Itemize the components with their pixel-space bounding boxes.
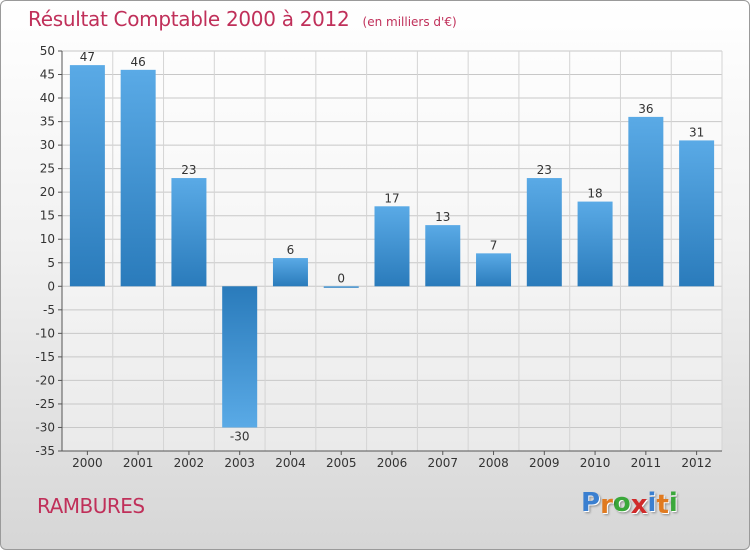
bar-2011 — [628, 116, 664, 287]
y-tick-label: 35 — [40, 115, 55, 129]
bar-2001 — [120, 69, 156, 287]
logo-letter: i — [668, 488, 678, 518]
bar-2005 — [323, 286, 359, 288]
x-tick-label-2002: 2002 — [174, 456, 205, 470]
value-label-2011: 36 — [638, 102, 653, 116]
bar-2009 — [526, 178, 562, 287]
value-label-2008: 7 — [490, 238, 498, 252]
value-label-2004: 6 — [287, 243, 295, 257]
x-tick-label-2010: 2010 — [580, 456, 611, 470]
value-label-2003: -30 — [230, 429, 250, 443]
y-tick-label: -15 — [35, 350, 55, 364]
proxiti-logo: Proxiti — [581, 488, 678, 520]
logo-letter: P — [581, 488, 601, 518]
chart-title: Résultat Comptable 2000 à 2012 — [28, 7, 350, 31]
y-tick-label: 50 — [40, 44, 55, 58]
x-tick-label-2011: 2011 — [631, 456, 662, 470]
y-tick-label: 0 — [47, 279, 55, 293]
chart-subtitle: (en milliers d'€) — [362, 15, 457, 29]
value-label-2000: 47 — [80, 50, 95, 64]
x-tick-label-2003: 2003 — [224, 456, 255, 470]
bar-2006 — [374, 206, 410, 287]
value-label-2010: 18 — [587, 187, 602, 201]
bar-2010 — [577, 201, 613, 287]
x-tick-label-2006: 2006 — [377, 456, 408, 470]
x-tick-label-2009: 2009 — [529, 456, 560, 470]
logo-letter: t — [656, 490, 669, 520]
bar-2003 — [222, 286, 258, 428]
y-tick-label: 15 — [40, 209, 55, 223]
bar-2002 — [171, 178, 207, 287]
y-tick-label: 10 — [40, 232, 55, 246]
bar-2012 — [679, 140, 715, 287]
bar-2000 — [69, 65, 105, 287]
x-tick-label-2012: 2012 — [681, 456, 712, 470]
y-tick-label: -25 — [35, 397, 55, 411]
y-tick-label: 30 — [40, 138, 55, 152]
value-label-2006: 17 — [384, 191, 399, 205]
logo-letter: r — [600, 490, 613, 520]
bar-2008 — [476, 253, 512, 287]
x-tick-label-2001: 2001 — [123, 456, 154, 470]
y-tick-label: 25 — [40, 162, 55, 176]
y-tick-label: -30 — [35, 420, 55, 434]
y-tick-label: -20 — [35, 373, 55, 387]
bar-2007 — [425, 225, 461, 287]
x-tick-label-2008: 2008 — [478, 456, 509, 470]
logo-letter: o — [612, 488, 631, 518]
value-label-2001: 46 — [131, 55, 146, 69]
commune-name: RAMBURES — [37, 494, 145, 518]
x-tick-label-2000: 2000 — [72, 456, 103, 470]
x-tick-label-2005: 2005 — [326, 456, 357, 470]
chart-title-block: Résultat Comptable 2000 à 2012 (en milli… — [28, 7, 457, 31]
x-tick-label-2007: 2007 — [427, 456, 458, 470]
y-tick-label: -10 — [35, 326, 55, 340]
y-tick-label: -35 — [35, 444, 55, 458]
y-tick-label: 40 — [40, 91, 55, 105]
y-tick-label: 45 — [40, 68, 55, 82]
value-label-2009: 23 — [537, 163, 552, 177]
value-label-2007: 13 — [435, 210, 450, 224]
x-tick-label-2004: 2004 — [275, 456, 306, 470]
value-label-2012: 31 — [689, 125, 704, 139]
y-tick-label: -5 — [43, 303, 55, 317]
y-tick-label: 20 — [40, 185, 55, 199]
value-label-2005: 0 — [337, 271, 345, 285]
logo-letter: x — [630, 490, 648, 520]
value-label-2002: 23 — [181, 163, 196, 177]
y-tick-label: 5 — [47, 256, 55, 270]
bar-2004 — [272, 258, 308, 287]
logo-letter: i — [647, 488, 657, 518]
